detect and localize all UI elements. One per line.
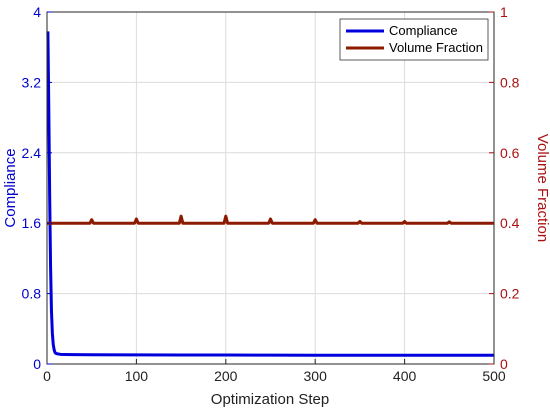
right-tick-label: 0.2: [500, 286, 520, 302]
plot-frame: [46, 11, 495, 365]
left-tick-label: 2.4: [22, 145, 42, 161]
left-tick-label: 4: [33, 4, 41, 20]
right-tick-label: 0: [500, 356, 508, 372]
left-axis-title: Compliance: [2, 148, 19, 227]
x-tick-label: 100: [125, 368, 149, 384]
right-tick-label: 0.6: [500, 145, 520, 161]
series-line-compliance: [46, 31, 494, 357]
legend-label-volume-fraction: Volume Fraction: [389, 40, 483, 55]
left-tick-label: 0.8: [22, 286, 42, 302]
right-axis-title: Volume Fraction: [534, 134, 550, 242]
left-tick-label: 1.6: [22, 215, 42, 231]
x-tick-label: 0: [43, 368, 51, 384]
ticks: 0 100 200 300 400 50000.81.62.43.2400.20.40.6…: [22, 4, 520, 384]
series-line-volume-fraction: [47, 214, 494, 225]
x-tick-label: 400: [393, 368, 417, 384]
legend: Compliance Volume Fraction: [339, 18, 489, 61]
legend-box: [339, 18, 489, 61]
right-tick-label: 0.8: [500, 74, 520, 90]
x-axis-title: Optimization Step: [211, 391, 329, 408]
left-tick-label: 0: [33, 356, 41, 372]
x-tick-label: 500: [482, 368, 506, 384]
plot-background: [47, 12, 494, 364]
right-tick-label: 0.4: [500, 215, 520, 231]
left-tick-label: 3.2: [22, 74, 42, 90]
right-tick-label: 1: [500, 4, 508, 20]
legend-label-compliance: Compliance: [389, 23, 458, 38]
x-tick-label: 300: [304, 368, 328, 384]
series-group: [46, 31, 494, 357]
x-tick-label: 200: [214, 368, 238, 384]
